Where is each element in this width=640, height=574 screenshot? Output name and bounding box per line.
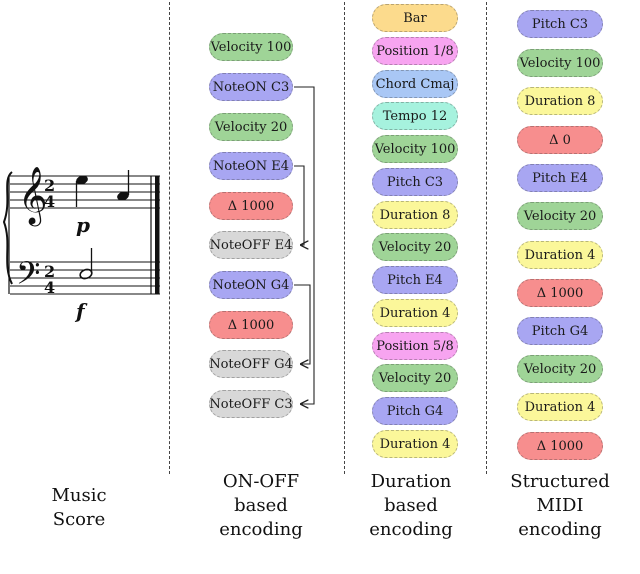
duration-token: Position 5/8	[372, 332, 458, 360]
onoff-token: NoteON E4	[209, 152, 293, 180]
link-c3	[294, 86, 315, 404]
caption-line: ON-OFF	[222, 471, 300, 492]
duration-token: Chord Cmaj	[372, 70, 458, 98]
time-sig-top-treble: 2	[44, 176, 55, 195]
time-sig-top-bass: 2	[44, 262, 55, 281]
duration-token: Pitch G4	[372, 397, 458, 425]
duration-token: Pitch E4	[372, 266, 458, 294]
onoff-token: NoteOFF C3	[209, 390, 293, 418]
music-score: 𝄞 𝄢 2 4 2 4 p f	[2, 166, 160, 323]
onoff-token: Velocity 20	[209, 113, 293, 141]
duration-token: Position 1/8	[372, 37, 458, 65]
structured-token: Pitch C3	[517, 10, 603, 38]
treble-clef-icon: 𝄞	[18, 166, 48, 227]
dynamic-piano: p	[76, 213, 90, 237]
divider-3	[486, 2, 487, 474]
link-g4	[294, 284, 311, 364]
caption-line: MIDI	[536, 495, 584, 516]
note-e4	[75, 175, 88, 207]
structured-token: Velocity 100	[517, 49, 603, 77]
structured-token: Δ 0	[517, 126, 603, 154]
treble-staff	[10, 175, 160, 209]
note-g4	[117, 170, 130, 201]
onoff-token: NoteON G4	[209, 271, 293, 299]
final-barline-thick	[155, 176, 160, 294]
structured-token: Pitch E4	[517, 164, 603, 192]
caption-line: Structured	[510, 471, 610, 492]
structured-token: Velocity 20	[517, 202, 603, 230]
onoff-token: NoteOFF E4	[209, 231, 293, 259]
caption-line: Duration	[370, 471, 452, 492]
structured-token: Velocity 20	[517, 355, 603, 383]
caption-onoff: ON-OFF based encoding	[206, 470, 316, 542]
onoff-token: NoteON C3	[209, 73, 293, 101]
onoff-token: NoteOFF G4	[209, 350, 293, 378]
caption-line: based	[384, 495, 438, 516]
divider-1	[169, 2, 170, 474]
duration-token: Velocity 20	[372, 233, 458, 261]
onoff-token: Velocity 100	[209, 33, 293, 61]
duration-token: Velocity 20	[372, 364, 458, 392]
onoff-token: Δ 1000	[209, 192, 293, 220]
caption-line: based	[234, 495, 288, 516]
divider-2	[344, 2, 345, 474]
caption-line: Score	[52, 509, 106, 530]
caption-line: encoding	[219, 519, 303, 540]
dynamic-forte: f	[74, 299, 88, 323]
note-c3	[79, 248, 93, 280]
time-sig-bottom-bass: 4	[44, 278, 55, 297]
duration-token: Duration 4	[372, 299, 458, 327]
structured-token: Δ 1000	[517, 279, 603, 307]
structured-token: Pitch G4	[517, 317, 603, 345]
time-sig-bottom-treble: 4	[44, 192, 55, 211]
duration-token: Tempo 12	[372, 102, 458, 130]
structured-token: Duration 8	[517, 87, 603, 115]
caption-music-score: Music Score	[34, 484, 124, 532]
caption-line: Music	[51, 485, 107, 506]
duration-token: Pitch C3	[372, 168, 458, 196]
structured-token: Duration 4	[517, 393, 603, 421]
duration-token: Duration 4	[372, 430, 458, 458]
structured-token: Duration 4	[517, 241, 603, 269]
bass-clef-icon: 𝄢	[16, 255, 40, 299]
duration-token: Duration 8	[372, 201, 458, 229]
grand-staff-brace	[2, 171, 13, 285]
onoff-token: Δ 1000	[209, 311, 293, 339]
link-e4	[294, 165, 304, 245]
duration-token: Bar	[372, 4, 458, 32]
duration-token: Velocity 100	[372, 135, 458, 163]
caption-structured: Structured MIDI encoding	[500, 470, 620, 542]
caption-duration: Duration based encoding	[356, 470, 466, 542]
caption-line: encoding	[369, 519, 453, 540]
structured-token: Δ 1000	[517, 432, 603, 460]
caption-line: encoding	[518, 519, 602, 540]
